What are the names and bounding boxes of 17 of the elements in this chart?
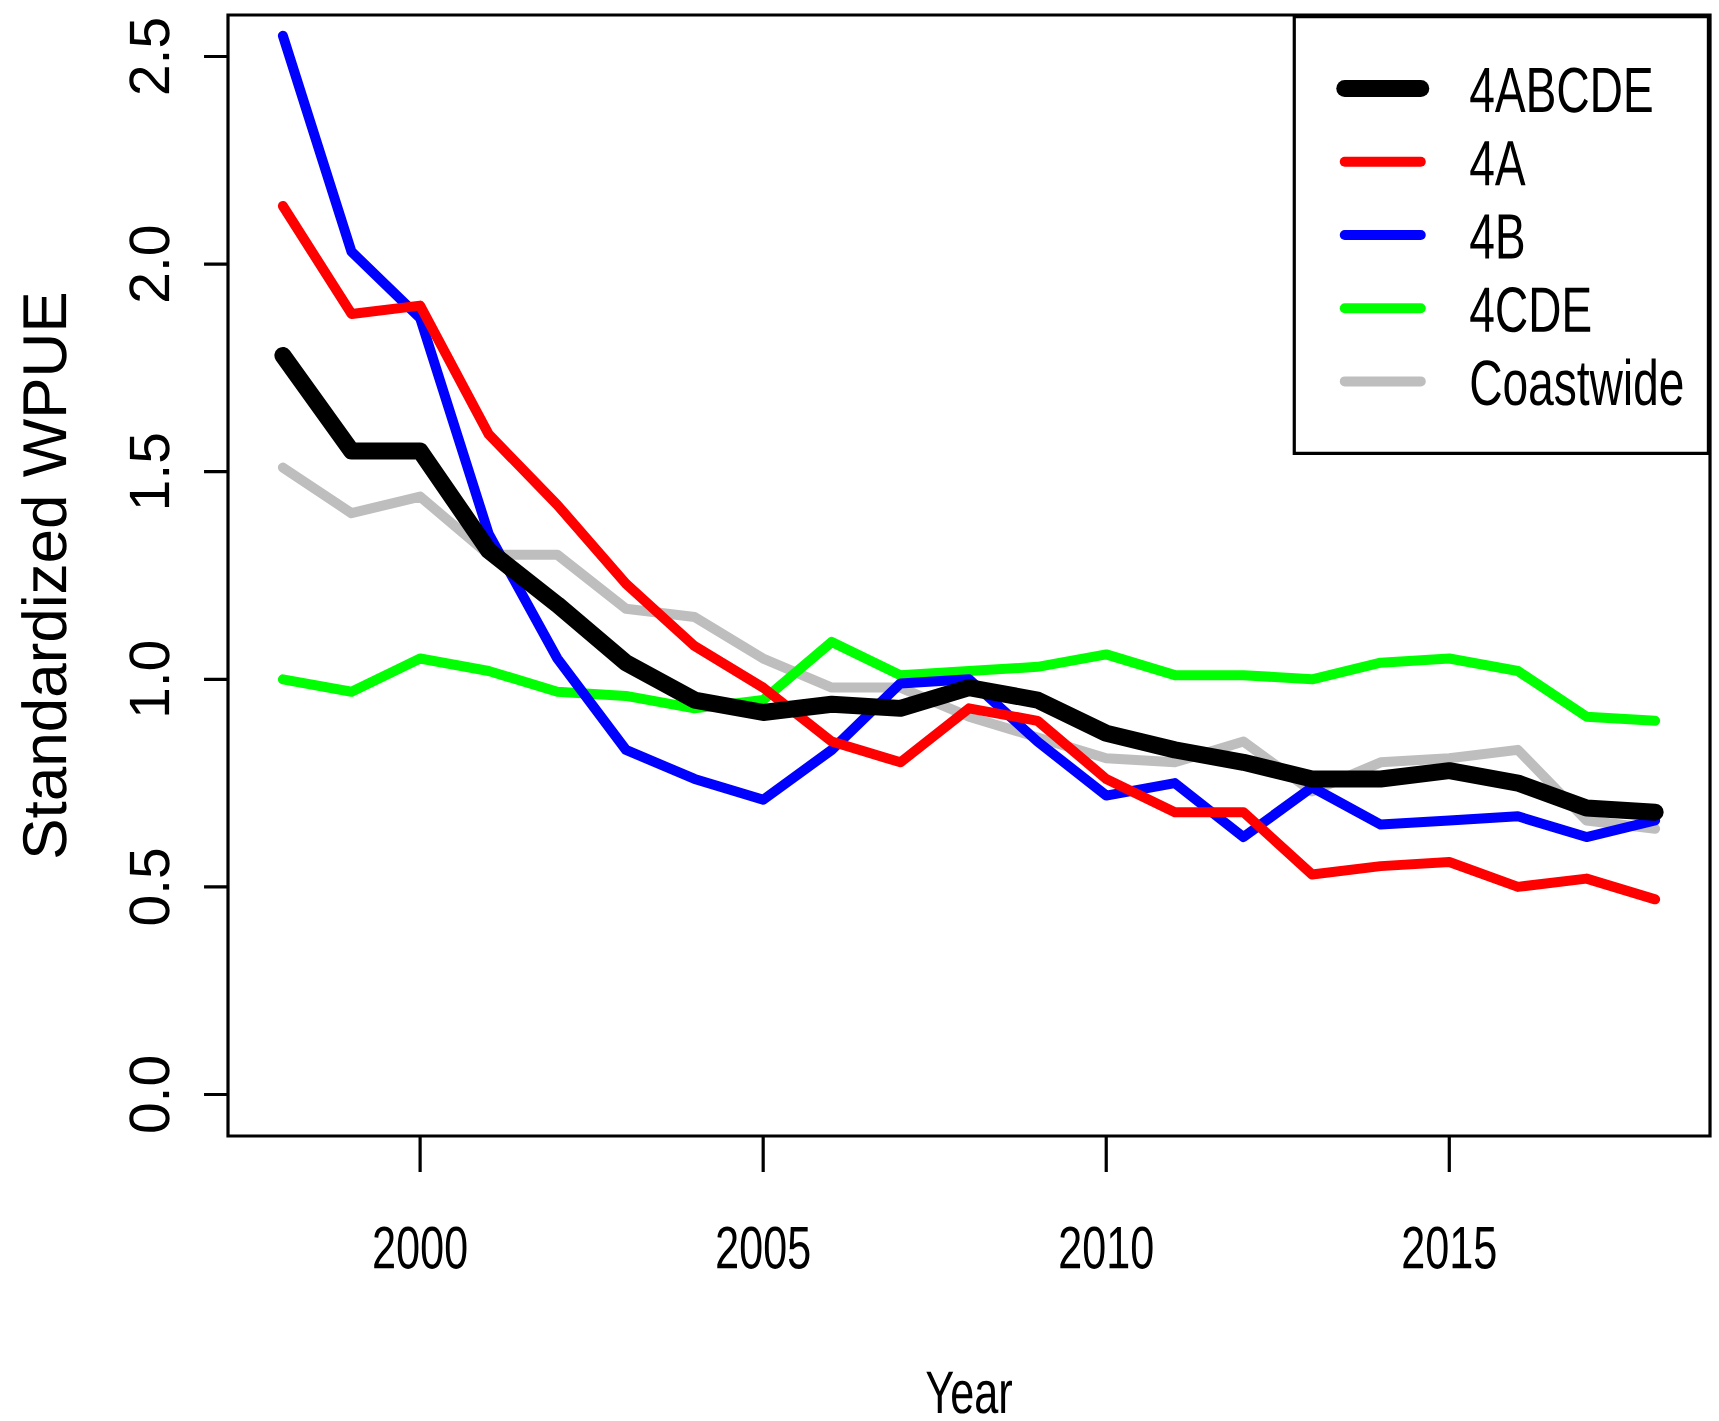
x-tick-label: 2005 bbox=[717, 1226, 810, 1269]
y-tick-label: 0.0 bbox=[129, 1057, 170, 1132]
x-tick-label: 2000 bbox=[374, 1226, 467, 1269]
legend-label: 4A bbox=[1470, 141, 1526, 186]
y-axis-title: Standardized WPUE bbox=[21, 293, 67, 857]
x-axis-title: Year bbox=[926, 1371, 1012, 1414]
y-tick-label: 1.5 bbox=[129, 434, 170, 507]
x-tick-label: 2015 bbox=[1403, 1226, 1496, 1269]
legend-label: 4CDE bbox=[1470, 287, 1591, 333]
y-tick-label: 2.0 bbox=[129, 226, 170, 301]
y-tick-label: 1.0 bbox=[129, 641, 170, 715]
legend-label: 4B bbox=[1470, 214, 1524, 259]
x-tick-label: 2010 bbox=[1060, 1226, 1153, 1269]
y-tick-label: 2.5 bbox=[129, 19, 170, 94]
legend-label: Coastwide bbox=[1471, 358, 1683, 406]
y-tick-label: 0.5 bbox=[129, 849, 170, 925]
legend-label: 4ABCDE bbox=[1470, 67, 1652, 113]
